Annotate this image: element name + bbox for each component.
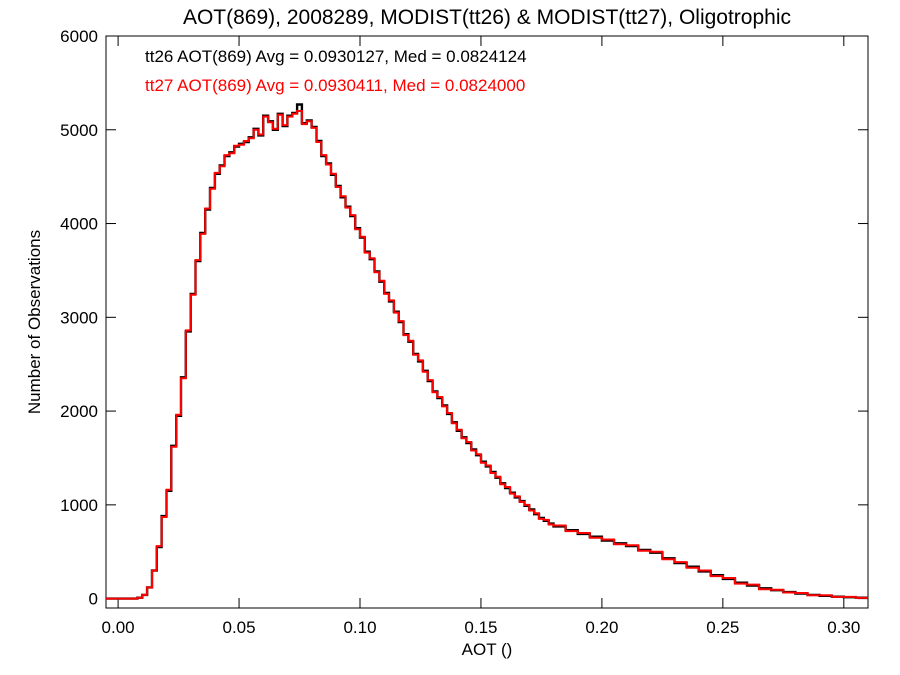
stats-annotation: tt26 AOT(869) Avg = 0.0930127, Med = 0.0… (145, 47, 527, 66)
x-tick-label: 0.20 (585, 618, 618, 637)
y-axis-label: Number of Observations (25, 230, 44, 414)
y-tick-label: 1000 (60, 496, 98, 515)
chart-title: AOT(869), 2008289, MODIST(tt26) & MODIST… (183, 6, 791, 29)
x-axis-label: AOT () (462, 640, 513, 659)
x-tick-label: 0.15 (464, 618, 497, 637)
y-tick-label: 2000 (60, 402, 98, 421)
x-axis-ticks: 0.00 0.05 0.10 0.15 0.20 0.25 0.30 (102, 36, 860, 637)
x-tick-label: 0.05 (223, 618, 256, 637)
annotation-layer: tt26 AOT(869) Avg = 0.0930127, Med = 0.0… (145, 47, 527, 95)
x-tick-label: 0.25 (706, 618, 739, 637)
y-axis-ticks: 0 1000 2000 3000 4000 5000 6000 (60, 27, 868, 609)
stats-annotation: tt27 AOT(869) Avg = 0.0930411, Med = 0.0… (145, 76, 525, 95)
series-tt26-step-line (106, 103, 868, 600)
y-tick-label: 6000 (60, 27, 98, 46)
y-tick-label: 4000 (60, 215, 98, 234)
plot-frame (105, 35, 869, 609)
series-tt27-step-line (106, 110, 868, 600)
y-tick-label: 3000 (60, 308, 98, 327)
x-tick-label: 0.00 (102, 618, 135, 637)
y-tick-label: 0 (89, 590, 98, 609)
y-tick-label: 5000 (60, 121, 98, 140)
x-tick-label: 0.30 (827, 618, 860, 637)
x-tick-label: 0.10 (343, 618, 376, 637)
series-layer (106, 103, 868, 600)
